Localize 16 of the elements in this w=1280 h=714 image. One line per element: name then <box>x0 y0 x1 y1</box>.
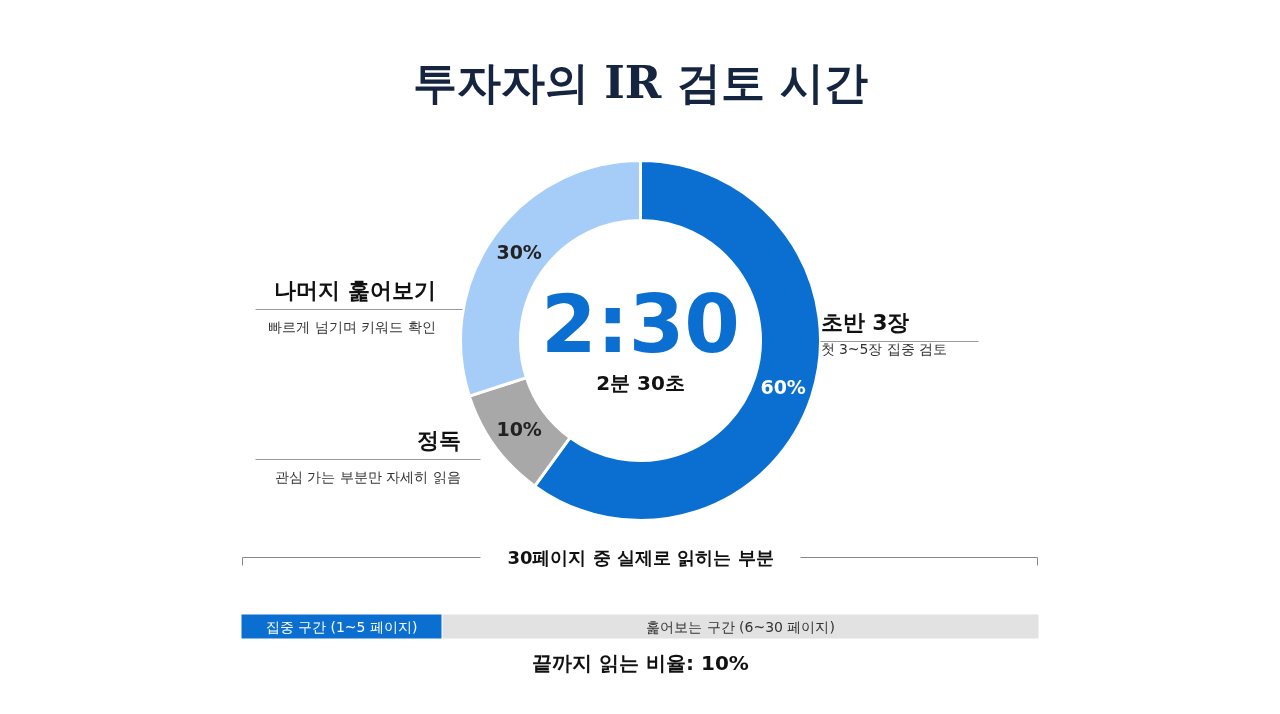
slice-label: 초반 3장 <box>820 310 910 335</box>
data-label: 10% <box>496 417 542 440</box>
slice-label: 나머지 훑어보기 <box>273 278 436 303</box>
data-label: 60% <box>760 375 806 398</box>
data-label: 30% <box>496 241 542 264</box>
chart-title: 투자자의 IR 검토 시간 <box>412 57 869 108</box>
text: 빠르게 넘기며 키워드 확인 <box>268 318 436 335</box>
text: 30페이지 중 실제로 읽히는 부분 <box>507 547 774 568</box>
text: 관심 가는 부분만 자세히 읽음 <box>274 468 461 485</box>
text: 첫 3~5장 집중 검토 <box>820 340 948 357</box>
text: 2:30 <box>541 278 740 371</box>
text: 집중 구간 (1~5 페이지) <box>265 618 418 635</box>
text: 끝까지 읽는 비율: 10% <box>532 650 749 675</box>
slice-label: 정독 <box>416 428 461 453</box>
text: 2분 30초 <box>596 370 685 395</box>
text: 훑어보는 구간 (6~30 페이지) <box>646 618 835 635</box>
